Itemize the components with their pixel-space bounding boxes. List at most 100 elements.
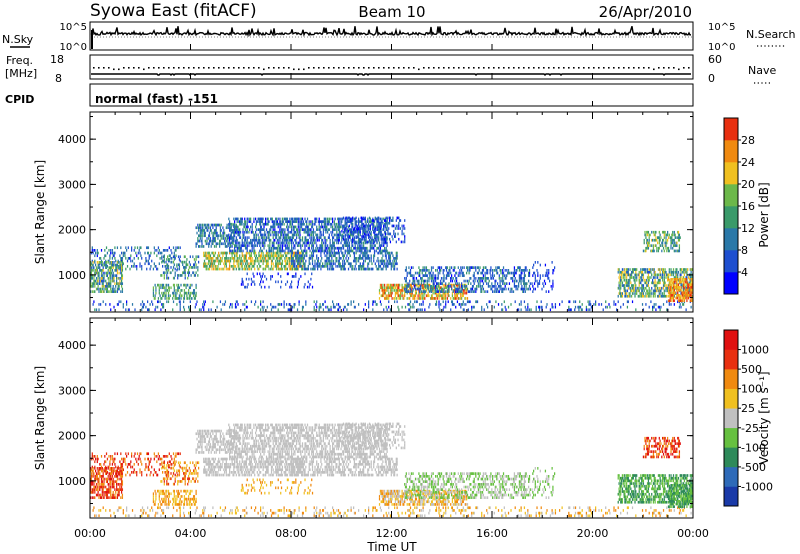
power-cell [285, 254, 287, 258]
power-cell [315, 241, 317, 245]
power-cell [147, 251, 149, 255]
power-cell [271, 259, 273, 263]
power-cell [328, 246, 330, 250]
power-cell [476, 300, 479, 304]
power-cell [142, 305, 145, 309]
power-cell [323, 217, 325, 221]
power-cell [359, 249, 361, 253]
power-cell [359, 244, 361, 247]
power-cell [595, 300, 597, 304]
power-cell [149, 267, 151, 271]
power-cell [336, 222, 338, 226]
power-cell [287, 249, 289, 253]
power-cell [208, 265, 211, 268]
power-cell [206, 262, 208, 266]
power-cell [442, 294, 444, 298]
power-cell [424, 291, 426, 295]
power-cell [258, 251, 260, 255]
power-cell [275, 259, 277, 263]
power-cell [312, 251, 315, 255]
power-cell [644, 281, 646, 285]
power-cell [206, 229, 208, 232]
power-cell [439, 266, 441, 269]
power-cell [103, 290, 105, 293]
power-cell [495, 269, 497, 272]
power-cell [163, 260, 165, 264]
power-cell [512, 277, 514, 280]
power-cell [633, 278, 635, 282]
power-cell [324, 249, 326, 253]
power-cell [445, 303, 447, 306]
power-cell [336, 238, 338, 242]
power-cell [360, 238, 362, 242]
power-cell [237, 241, 239, 245]
power-cell [296, 259, 299, 263]
power-cell [484, 274, 486, 277]
power-cell [250, 241, 252, 245]
power-cell [358, 244, 361, 247]
power-cell [337, 233, 340, 237]
power-cell [325, 230, 327, 234]
power-cell [153, 251, 155, 255]
power-cell [408, 308, 410, 312]
power-cell [181, 289, 183, 292]
power-cell [372, 300, 374, 304]
power-cell [244, 222, 246, 226]
nave-dot [333, 67, 335, 69]
power-cell [167, 263, 169, 267]
power-cell [253, 233, 255, 237]
power-cell [219, 259, 222, 263]
power-cell [172, 255, 175, 259]
power-cell [203, 229, 206, 232]
power-cell [445, 286, 447, 290]
power-cell [387, 294, 389, 298]
power-cell [449, 266, 451, 269]
power-cell [534, 279, 536, 283]
power-cell [323, 265, 325, 268]
power-cell [226, 223, 228, 227]
power-cell [217, 267, 219, 271]
power-cell [233, 238, 235, 242]
power-cell [589, 308, 591, 312]
power-cell [680, 305, 682, 309]
power-cell [510, 271, 512, 275]
power-cell [301, 254, 304, 258]
power-cell [387, 289, 389, 292]
power-cell [311, 254, 314, 258]
power-cell [277, 230, 279, 234]
nave-dot [163, 67, 165, 69]
power-cell [139, 246, 141, 250]
power-cell [229, 265, 231, 268]
power-cell [621, 270, 624, 274]
nave-dot [423, 67, 425, 69]
power-cell [462, 291, 464, 295]
power-cell [417, 294, 419, 298]
power-cell [340, 241, 342, 245]
power-cell [229, 241, 231, 245]
power-cell [340, 257, 342, 260]
power-cell [472, 266, 474, 269]
power-cell [646, 289, 648, 293]
power-cell [335, 246, 337, 250]
power-cell [430, 266, 433, 269]
power-cell [213, 254, 216, 258]
power-cell [269, 246, 271, 250]
power-cell [343, 259, 346, 263]
power-cell [405, 279, 407, 283]
power-cell [322, 244, 324, 247]
power-cell [482, 266, 485, 269]
power-cell [173, 251, 175, 255]
power-cell [418, 291, 420, 295]
power-cell [193, 263, 196, 267]
power-cell [690, 305, 692, 309]
power-cell [203, 245, 205, 248]
power-cell [162, 305, 165, 309]
power-cell [297, 280, 299, 284]
power-cell [487, 305, 489, 309]
power-cell [370, 244, 372, 247]
power-cell [272, 222, 274, 226]
power-cell [327, 257, 329, 260]
power-cell [465, 286, 467, 290]
power-cell [412, 266, 414, 269]
